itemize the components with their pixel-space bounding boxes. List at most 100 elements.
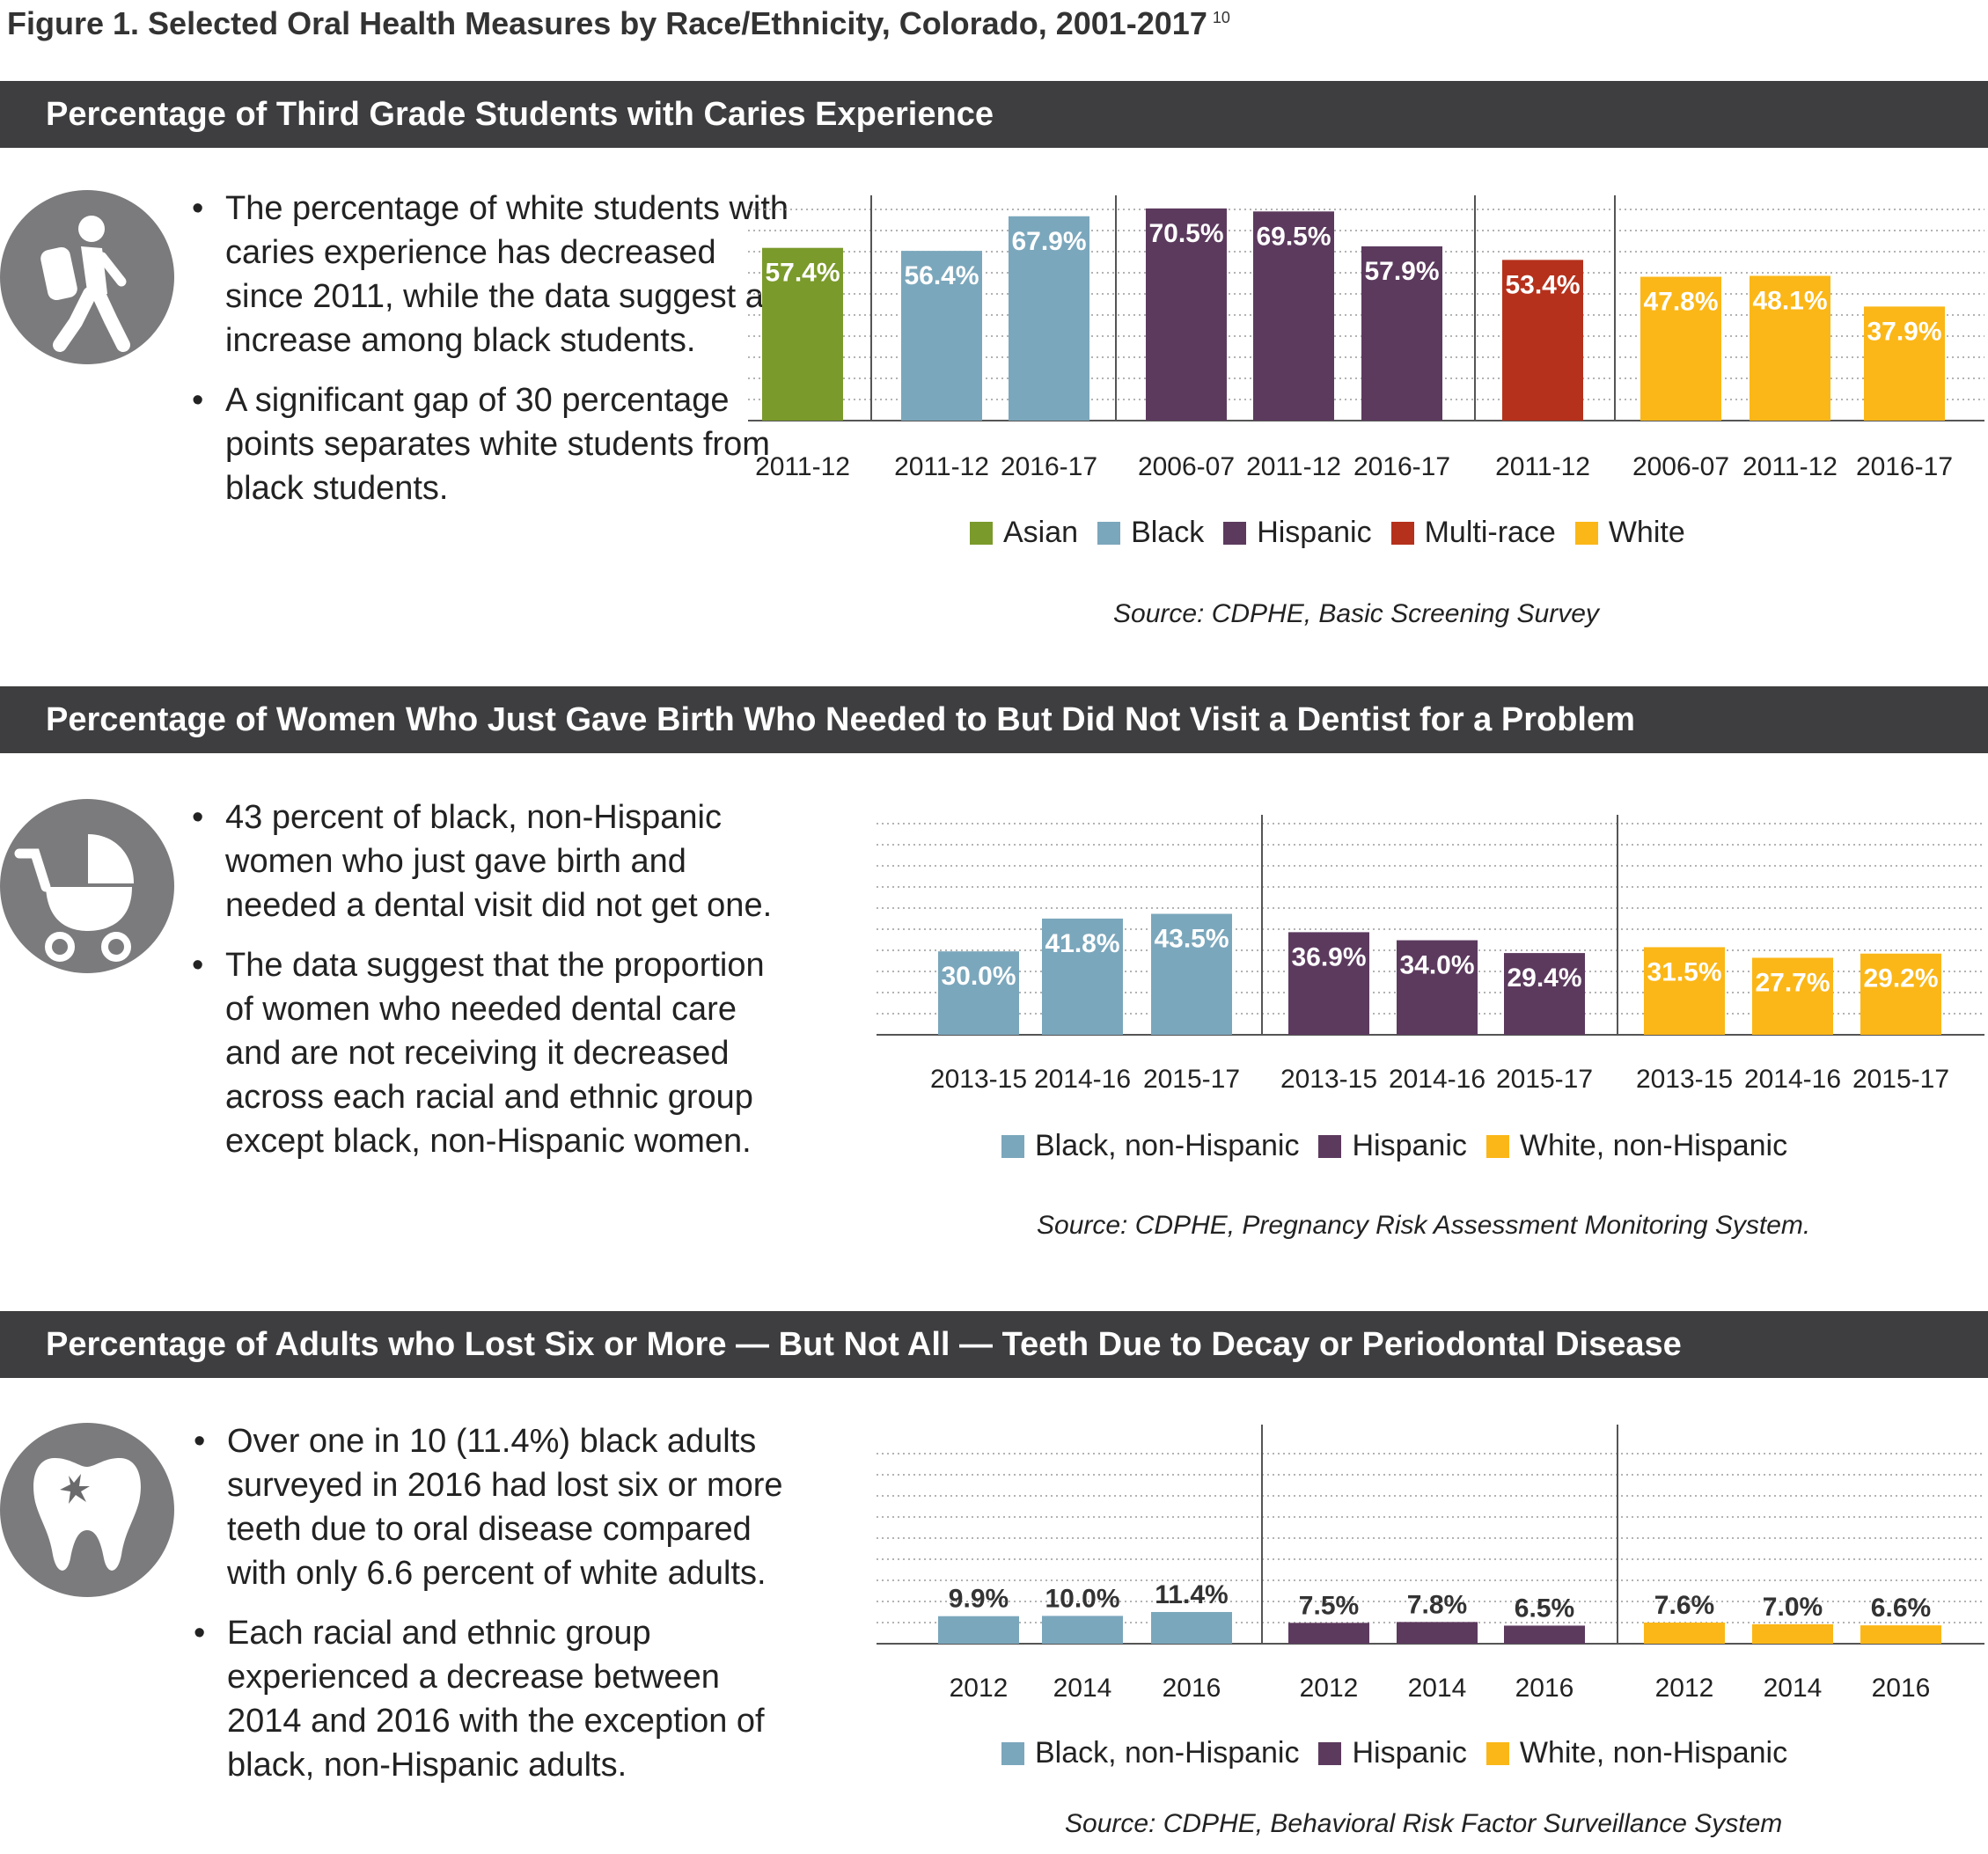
bar-white-2016-17 [1864,306,1945,421]
data-label-black-2011-12: 56.4% [904,261,979,290]
data-label-white-non-hispanic-2014-16: 27.7% [1755,968,1830,997]
bar-black-non-hispanic-2015-17 [1151,913,1232,1035]
tooth-loss-bullet-list: Over one in 10 (11.4%) black adults surv… [194,1419,792,1803]
legend-label-black: Black [1131,516,1205,549]
legend-swatch-black-non-hispanic [1001,1741,1024,1765]
bar-white-non-hispanic-2014-16 [1752,957,1833,1035]
bar-white-non-hispanic-2012 [1644,1622,1725,1644]
legend-label-white: White [1608,516,1685,549]
bar-black-2016-17 [1009,216,1089,421]
tick-label-black-non-hispanic-2016: 2016 [1163,1674,1221,1703]
legend-item-hispanic: Hispanic [1223,516,1372,550]
tick-label-white-non-hispanic-2015-17: 2015-17 [1852,1065,1949,1094]
caries-bullet-2: A significant gap of 30 percentage point… [192,378,790,510]
legend-label-hispanic: Hispanic [1257,516,1372,549]
tick-label-white-non-hispanic-2012: 2012 [1655,1674,1714,1703]
bar-white-2011-12 [1750,275,1830,421]
legend-label-multirace: Multi-race [1424,516,1556,549]
tick-label-white-non-hispanic-2014: 2014 [1764,1674,1823,1703]
bar-white-2006-07 [1640,276,1721,421]
legend-label-black-non-hispanic: Black, non-Hispanic [1035,1129,1300,1162]
prenatal-legend: Black, non-Hispanic Hispanic White, non-… [1001,1129,1787,1163]
prenatal-source: Source: CDPHE, Pregnancy Risk Assessment… [1037,1211,1811,1240]
legend-swatch-multirace [1390,521,1414,545]
legend-item-black: Black [1097,516,1204,550]
bar-white-non-hispanic-2014 [1752,1623,1833,1644]
data-label-white-2006-07: 47.8% [1643,288,1718,317]
caries-legend: Asian Black Hispanic Multi-race White [970,516,1685,550]
bar-asian-2011-12 [762,247,843,421]
tooth-loss-source: Source: CDPHE, Behavioral Risk Factor Su… [1065,1809,1783,1838]
tick-label-black-2011-12: 2011-12 [894,452,989,481]
data-label-white-non-hispanic-2014: 7.0% [1763,1593,1823,1622]
tick-label-black-2016-17: 2016-17 [1001,452,1097,481]
tick-label-hispanic-2016: 2016 [1515,1674,1574,1703]
tooth-loss-bullet-2: Each racial and ethnic group experienced… [194,1611,792,1787]
caries-bullet-1: The percentage of white students with ca… [192,187,790,363]
data-label-hispanic-2015-17: 29.4% [1507,964,1581,993]
legend-label-hispanic: Hispanic [1352,1736,1467,1770]
bar-black-2011-12 [901,251,982,421]
tick-label-hispanic-2014-16: 2014-16 [1389,1065,1485,1094]
data-label-white-non-hispanic-2012: 7.6% [1654,1591,1714,1620]
data-label-black-non-hispanic-2013-15: 30.0% [941,962,1016,991]
tick-label-white-2006-07: 2006-07 [1632,452,1729,481]
data-label-white-non-hispanic-2015-17: 29.2% [1863,964,1938,993]
bar-black-non-hispanic-2014 [1042,1616,1123,1644]
data-label-hispanic-2012: 7.5% [1299,1591,1359,1620]
legend-swatch-hispanic [1318,1741,1342,1765]
data-label-hispanic-2011-12: 69.5% [1256,222,1331,251]
legend-label-white-non-hispanic: White, non-Hispanic [1519,1736,1788,1770]
bar-hispanic-2015-17 [1504,953,1585,1035]
section-header-caries: Percentage of Third Grade Students with … [0,81,1988,148]
tick-label-multi-race-2011-12: 2011-12 [1495,452,1590,481]
data-label-white-non-hispanic-2013-15: 31.5% [1647,957,1721,986]
data-label-black-non-hispanic-2012: 9.9% [949,1585,1009,1614]
legend-swatch-black-non-hispanic [1001,1134,1024,1158]
prenatal-bullet-2: The data suggest that the proportion of … [192,943,790,1163]
walking-student-icon [0,190,174,364]
bar-hispanic-2011-12 [1253,211,1334,421]
tick-label-hispanic-2012: 2012 [1300,1674,1359,1703]
legend-item-hispanic: Hispanic [1318,1129,1467,1163]
tick-label-white-non-hispanic-2014-16: 2014-16 [1744,1065,1841,1094]
tick-label-white-2016-17: 2016-17 [1856,452,1953,481]
legend-swatch-hispanic [1223,521,1247,545]
tooth-loss-bullet-1: Over one in 10 (11.4%) black adults surv… [194,1419,792,1595]
data-label-white-2011-12: 48.1% [1752,286,1827,315]
bar-hispanic-2016-17 [1361,245,1442,421]
legend-item-asian: Asian [970,516,1078,550]
data-label-white-non-hispanic-2016: 6.6% [1871,1594,1931,1623]
bar-hispanic-2006-07 [1146,208,1227,421]
tick-label-black-non-hispanic-2013-15: 2013-15 [930,1065,1027,1094]
bar-white-non-hispanic-2016 [1860,1625,1941,1644]
prenatal-bullet-1: 43 percent of black, non-Hispanic women … [192,795,790,927]
figure-title-text: Figure 1. Selected Oral Health Measures … [7,5,1207,41]
bar-hispanic-2014 [1397,1622,1478,1644]
legend-item-white: White [1574,516,1685,550]
tick-label-white-2011-12: 2011-12 [1742,452,1838,481]
tick-label-hispanic-2013-15: 2013-15 [1280,1065,1377,1094]
legend-label-asian: Asian [1003,516,1079,549]
bar-multi-race-2011-12 [1502,260,1583,421]
legend-swatch-white [1574,521,1598,545]
tick-label-black-non-hispanic-2014-16: 2014-16 [1034,1065,1131,1094]
legend-item-black-non-hispanic: Black, non-Hispanic [1001,1129,1299,1163]
legend-item-black-non-hispanic: Black, non-Hispanic [1001,1736,1299,1770]
bar-hispanic-2016 [1504,1625,1585,1644]
data-label-black-non-hispanic-2014: 10.0% [1045,1584,1119,1613]
prenatal-bullet-list: 43 percent of black, non-Hispanic women … [192,795,790,1179]
tick-label-black-non-hispanic-2012: 2012 [950,1674,1009,1703]
legend-swatch-white-non-hispanic [1485,1741,1509,1765]
bar-white-non-hispanic-2013-15 [1644,947,1725,1035]
legend-item-multirace: Multi-race [1390,516,1556,550]
bar-hispanic-2012 [1288,1623,1369,1644]
legend-label-white-non-hispanic: White, non-Hispanic [1519,1129,1788,1162]
bar-black-non-hispanic-2012 [938,1616,1019,1644]
legend-swatch-asian [970,521,993,545]
legend-swatch-hispanic [1318,1134,1342,1158]
bar-hispanic-2014-16 [1397,940,1478,1035]
